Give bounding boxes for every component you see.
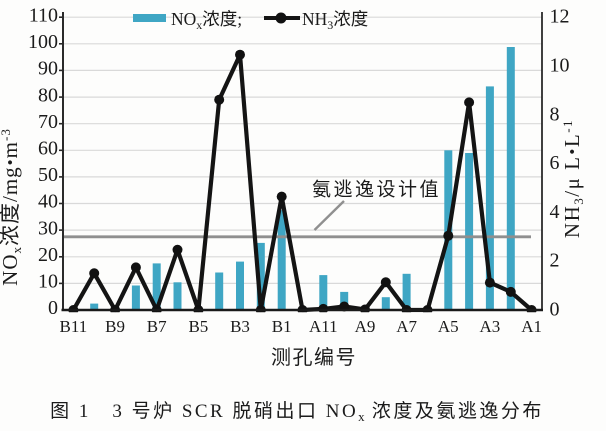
svg-text:B7: B7	[147, 317, 167, 336]
svg-text:NH3/μ L•L-1: NH3/μ L•L-1	[560, 119, 586, 238]
svg-text:测孔编号: 测孔编号	[271, 346, 357, 369]
svg-text:110: 110	[29, 4, 58, 26]
svg-text:30: 30	[38, 217, 58, 239]
svg-text:2: 2	[550, 250, 560, 272]
svg-text:A9: A9	[355, 317, 376, 336]
svg-text:100: 100	[28, 31, 58, 53]
svg-text:NOx浓度/mg•m-3: NOx浓度/mg•m-3	[0, 128, 24, 286]
svg-text:10: 10	[38, 271, 58, 293]
svg-text:A1: A1	[521, 317, 542, 336]
svg-text:A11: A11	[309, 317, 338, 336]
svg-text:NH3浓度: NH3浓度	[302, 9, 368, 32]
svg-text:6: 6	[550, 152, 560, 174]
svg-text:B9: B9	[105, 317, 125, 336]
svg-text:12: 12	[550, 6, 570, 28]
svg-text:B5: B5	[188, 317, 208, 336]
svg-text:NOx浓度;: NOx浓度;	[171, 9, 242, 32]
svg-text:A5: A5	[438, 317, 459, 336]
svg-text:80: 80	[38, 84, 58, 106]
svg-text:50: 50	[38, 164, 58, 186]
svg-text:90: 90	[38, 58, 58, 80]
svg-text:A3: A3	[480, 317, 501, 336]
svg-text:0: 0	[48, 297, 58, 319]
svg-text:40: 40	[38, 191, 58, 213]
svg-text:4: 4	[550, 201, 560, 223]
svg-text:A7: A7	[396, 317, 417, 336]
svg-text:8: 8	[550, 103, 560, 125]
svg-text:B1: B1	[272, 317, 292, 336]
svg-text:0: 0	[550, 299, 560, 321]
svg-text:70: 70	[38, 111, 58, 133]
svg-text:B11: B11	[60, 317, 88, 336]
svg-text:B3: B3	[230, 317, 250, 336]
svg-text:20: 20	[38, 244, 58, 266]
svg-text:图 1 3 号炉 SCR 脱硝出口 NOx 浓度及氨逃逸分布: 图 1 3 号炉 SCR 脱硝出口 NOx 浓度及氨逃逸分布	[50, 400, 544, 424]
svg-text:氨逃逸设计值: 氨逃逸设计值	[312, 179, 441, 201]
svg-text:60: 60	[38, 138, 58, 160]
svg-text:10: 10	[550, 55, 570, 77]
